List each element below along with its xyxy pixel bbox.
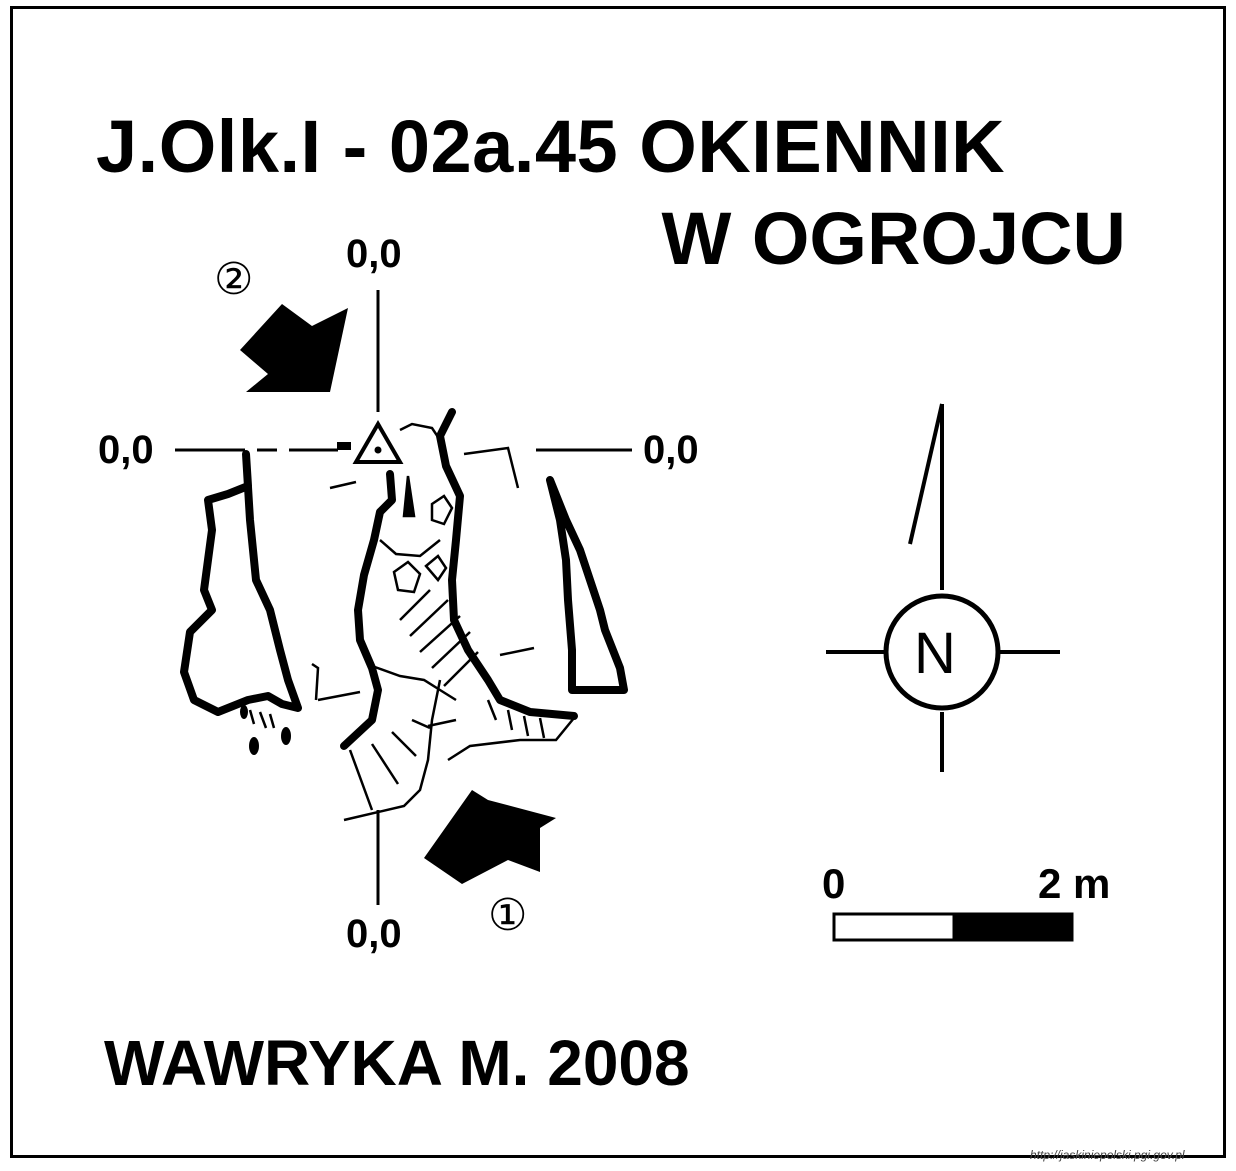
small-rocks (240, 705, 291, 755)
coord-label-top: 0,0 (346, 232, 402, 276)
coord-label-right: 0,0 (643, 428, 699, 472)
north-arrow-icon (826, 403, 1060, 772)
entrance-1-arrow-icon (424, 790, 556, 884)
author-credit: WAWRYKA M. 2008 (104, 1027, 690, 1099)
scale-end-label: 2 m (1038, 860, 1111, 907)
entrance-2-label: ② (214, 255, 254, 304)
coord-label-left: 0,0 (98, 428, 154, 472)
entrance-2-arrow-icon (240, 304, 348, 392)
map-title-line-2: W OGROJCU (661, 197, 1126, 280)
map-title-line-1: J.Olk.I - 02a.45 OKIENNIK (96, 105, 1006, 188)
crosshair-lines (175, 290, 632, 905)
entrance-1-label: ① (488, 891, 528, 940)
source-credit: http://jaskiniepolski.pgi.gov.pl (1030, 1148, 1185, 1162)
map-frame (10, 6, 1226, 1158)
scale-start-label: 0 (822, 860, 846, 907)
survey-point-icon (337, 420, 404, 464)
passage-details (248, 422, 575, 822)
cave-walls (180, 408, 628, 750)
north-label: N (914, 621, 956, 686)
coord-label-bottom: 0,0 (346, 912, 402, 956)
scale-bar (832, 912, 1074, 942)
